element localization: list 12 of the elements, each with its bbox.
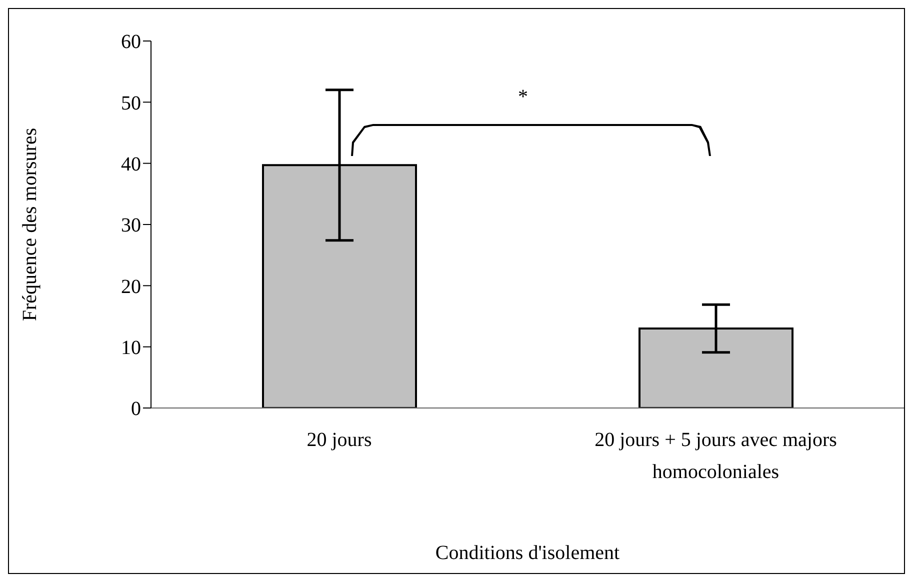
y-tick-label: 0: [131, 398, 141, 420]
y-tick-label: 60: [121, 31, 141, 54]
y-tick-label: 50: [121, 92, 141, 114]
y-tick-label: 40: [121, 153, 141, 176]
x-axis-title: Conditions d'isolement: [435, 542, 620, 564]
y-tick-label: 20: [121, 276, 141, 298]
x-tick-label: 20 jours + 5 jours avec majors homocoloniales: [594, 429, 838, 483]
annotation: *: [518, 86, 528, 108]
y-tick-label: 10: [121, 336, 141, 359]
x-tick-label: 20 jours: [306, 429, 372, 451]
y-tick-label: 30: [121, 214, 141, 237]
y-axis-title: Fréquence des morsures: [19, 128, 42, 322]
